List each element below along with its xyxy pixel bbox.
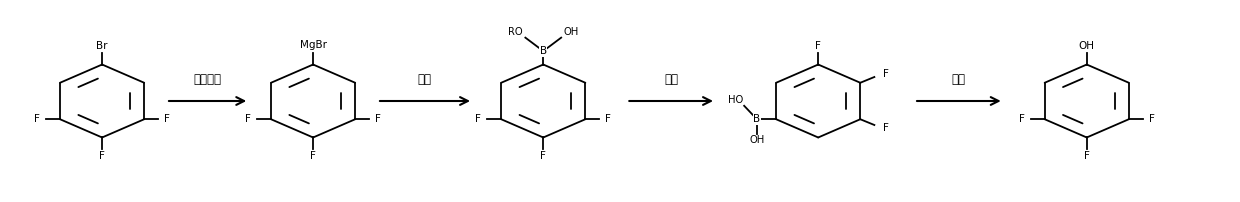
Text: F: F [1019, 114, 1024, 124]
Text: F: F [310, 151, 316, 161]
Text: F: F [1084, 151, 1090, 161]
Text: OH: OH [563, 27, 578, 37]
Text: F: F [246, 114, 250, 124]
Text: 酯化: 酯化 [418, 73, 432, 86]
Text: MgBr: MgBr [300, 40, 326, 50]
Text: 水解: 水解 [665, 73, 678, 86]
Text: F: F [541, 151, 546, 161]
Text: F: F [883, 69, 889, 79]
Text: F: F [33, 114, 40, 124]
Text: F: F [164, 114, 170, 124]
Text: F: F [475, 114, 481, 124]
Text: F: F [1149, 114, 1154, 124]
Text: OH: OH [749, 135, 765, 145]
Text: F: F [815, 41, 821, 51]
Text: RO: RO [508, 27, 523, 37]
Text: 氧化: 氧化 [952, 73, 966, 86]
Text: B: B [754, 114, 760, 124]
Text: F: F [99, 151, 105, 161]
Text: Br: Br [97, 41, 108, 51]
Text: HO: HO [728, 95, 743, 105]
Text: F: F [605, 114, 611, 124]
Text: B: B [539, 46, 547, 56]
Text: F: F [376, 114, 381, 124]
Text: 格氏反应: 格氏反应 [193, 73, 221, 86]
Text: OH: OH [1079, 41, 1095, 51]
Text: F: F [883, 123, 889, 133]
